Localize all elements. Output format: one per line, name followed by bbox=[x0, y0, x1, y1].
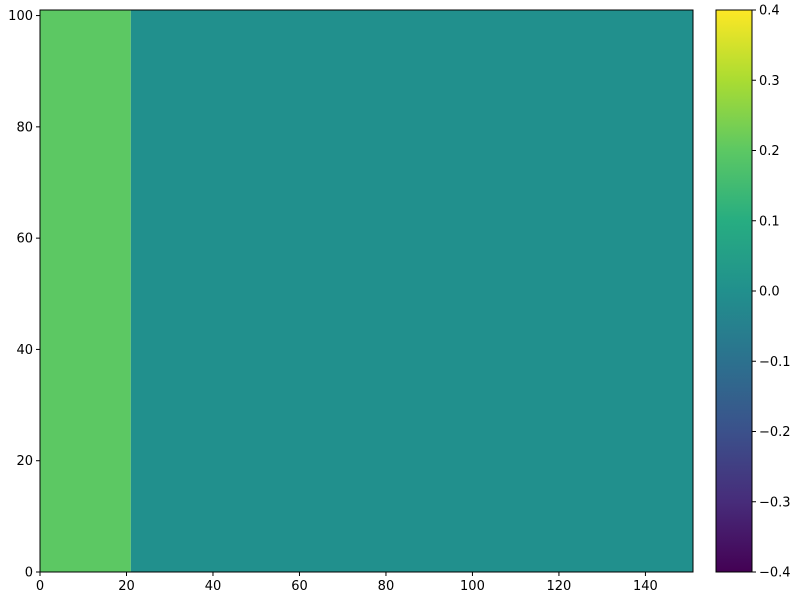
heatmap-region-1 bbox=[130, 10, 693, 572]
colorbar-tick-label: 0.3 bbox=[759, 74, 780, 89]
y-axis: 0 20 40 60 80 100 bbox=[8, 9, 40, 581]
colorbar-tick-label: −0.2 bbox=[759, 425, 791, 440]
y-tick-label: 100 bbox=[8, 9, 33, 24]
x-tick-label: 80 bbox=[378, 579, 395, 594]
y-tick-label: 80 bbox=[16, 120, 33, 135]
heatmap-regions bbox=[40, 10, 693, 572]
x-tick-label: 120 bbox=[547, 579, 572, 594]
colorbar-tick-label: −0.1 bbox=[759, 355, 791, 370]
heatmap-region-0 bbox=[40, 10, 131, 572]
y-tick-label: 40 bbox=[16, 343, 33, 358]
plot-frame bbox=[39, 9, 694, 573]
colorbar-tick-label: 0.4 bbox=[759, 4, 780, 19]
colorbar-tick-label: −0.3 bbox=[759, 495, 791, 510]
y-tick-label: 60 bbox=[16, 232, 33, 247]
x-tick-label: 140 bbox=[633, 579, 658, 594]
x-tick-label: 60 bbox=[291, 579, 308, 594]
x-axis: 0 20 40 60 80 100 120 140 bbox=[36, 572, 658, 594]
x-tick-label: 100 bbox=[460, 579, 485, 594]
colorbar-tick-label: 0.1 bbox=[759, 214, 780, 229]
y-tick-label: 0 bbox=[25, 566, 33, 581]
colorbar-axis: −0.4 −0.3 −0.2 −0.1 0.0 0.1 0.2 0.3 0.4 bbox=[752, 4, 791, 581]
x-tick-label: 0 bbox=[36, 579, 44, 594]
colorbar-tick-label: 0.2 bbox=[759, 144, 780, 159]
colorbar bbox=[715, 9, 753, 573]
x-tick-label: 40 bbox=[205, 579, 222, 594]
y-tick-label: 20 bbox=[16, 454, 33, 469]
x-tick-label: 20 bbox=[118, 579, 135, 594]
colorbar-tick-label: −0.4 bbox=[759, 566, 791, 581]
colorbar-tick-label: 0.0 bbox=[759, 285, 780, 300]
